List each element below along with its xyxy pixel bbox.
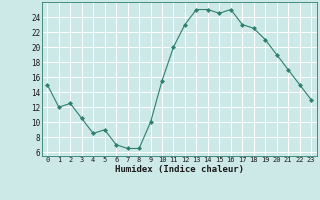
X-axis label: Humidex (Indice chaleur): Humidex (Indice chaleur) xyxy=(115,165,244,174)
